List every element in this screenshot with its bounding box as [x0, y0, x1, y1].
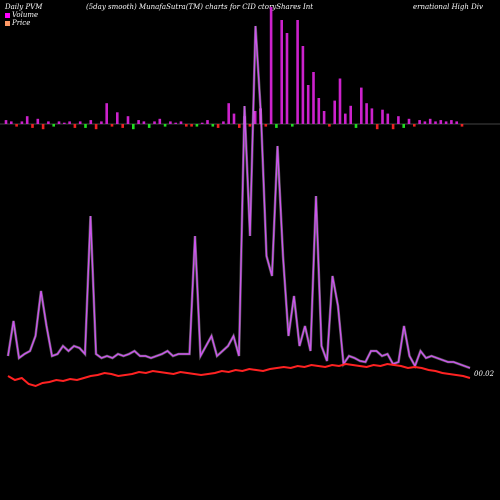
- volume-bar: [434, 121, 437, 124]
- volume-line-glow: [6, 25, 471, 370]
- legend-volume: Volume: [5, 11, 38, 19]
- price-value-label: 00.02: [474, 370, 495, 378]
- volume-bar: [52, 124, 55, 127]
- volume-bar: [147, 124, 151, 128]
- volume-bar: [68, 121, 71, 124]
- volume-bar: [174, 122, 177, 124]
- volume-bar: [312, 72, 315, 124]
- volume-bar: [137, 120, 140, 124]
- volume-bar: [269, 7, 273, 124]
- volume-bar: [301, 46, 305, 124]
- volume-bar: [73, 124, 77, 128]
- volume-bar: [375, 124, 379, 130]
- legend-price-label: Price: [12, 19, 31, 27]
- volume-bar: [322, 111, 326, 124]
- legend-price: Price: [5, 19, 30, 27]
- volume-bar: [63, 122, 66, 124]
- volume-bar: [397, 116, 400, 124]
- volume-bar: [360, 87, 363, 124]
- volume-bar: [200, 122, 204, 124]
- volume-bar: [306, 85, 310, 124]
- volume-bar: [413, 124, 416, 127]
- volume-bar: [158, 118, 162, 124]
- volume-bar: [407, 118, 411, 124]
- volume-bar: [238, 124, 241, 128]
- volume-bar: [402, 124, 405, 128]
- volume-bar: [89, 120, 93, 124]
- volume-bar: [78, 121, 82, 124]
- volume-bar: [190, 124, 193, 127]
- volume-bar: [153, 121, 156, 124]
- volume-bar: [126, 116, 130, 124]
- volume-bar: [349, 105, 352, 124]
- volume-bar: [227, 103, 230, 124]
- volume-bar: [439, 120, 443, 124]
- price-swatch-icon: [5, 20, 10, 26]
- volume-bar: [36, 118, 40, 124]
- legend-volume-label: Volume: [12, 11, 39, 19]
- volume-bar: [317, 98, 321, 124]
- volume-bar: [455, 121, 458, 124]
- volume-bar: [57, 121, 61, 124]
- volume-bar: [248, 124, 252, 127]
- volume-bar: [25, 116, 29, 124]
- price-line: [7, 362, 471, 388]
- header-right: ernational High Div: [413, 3, 483, 11]
- volume-bar: [285, 33, 289, 124]
- volume-bar: [142, 121, 146, 124]
- volume-bar: [232, 113, 236, 124]
- header-center: (5day smooth) MunafaSutra(TM) charts for…: [86, 3, 256, 11]
- volume-bar: [163, 124, 167, 127]
- volume-bar: [344, 113, 347, 124]
- volume-bar: [84, 124, 87, 128]
- volume-bar: [275, 124, 278, 128]
- volume-bar: [206, 120, 209, 124]
- volume-bar: [121, 124, 124, 128]
- volume-bar: [169, 121, 172, 124]
- volume-bar: [222, 121, 225, 124]
- volume-bar: [328, 124, 331, 127]
- volume-bar: [110, 124, 114, 127]
- volume-bar: [338, 78, 342, 124]
- volume-bar: [185, 124, 188, 127]
- volume-bar: [47, 121, 50, 124]
- volume-bar: [179, 121, 183, 124]
- volume-bar: [444, 121, 448, 124]
- volume-bar: [105, 103, 108, 124]
- volume-bar: [211, 124, 215, 127]
- volume-bar: [291, 124, 294, 127]
- volume-bar: [41, 124, 45, 130]
- volume-bar: [216, 124, 220, 128]
- volume-bar: [450, 120, 453, 124]
- volume-bar: [428, 118, 432, 124]
- volume-bar: [381, 109, 384, 124]
- volume-bar: [253, 111, 257, 124]
- header-mid: ctoryShares Int: [258, 3, 314, 11]
- volume-bar: [15, 124, 18, 127]
- volume-bar: [280, 20, 283, 124]
- volume-swatch-icon: [5, 12, 10, 18]
- volume-bar: [354, 124, 358, 128]
- volume-bar: [10, 121, 13, 124]
- volume-bar: [195, 124, 199, 127]
- volume-bar: [460, 124, 464, 127]
- volume-bar: [116, 112, 119, 124]
- volume-bar: [264, 124, 268, 127]
- volume-bar: [94, 124, 98, 130]
- volume-bar: [370, 108, 374, 124]
- volume-bar: [418, 120, 421, 124]
- header-left: Daily PVM: [5, 3, 43, 11]
- volume-bar: [365, 103, 368, 124]
- volume-bar: [386, 113, 390, 124]
- volume-bar: [296, 20, 299, 124]
- volume-bar: [20, 121, 24, 124]
- volume-bar: [423, 121, 427, 124]
- volume-bar: [333, 100, 336, 124]
- volume-bar: [31, 124, 34, 128]
- volume-bar: [132, 124, 135, 130]
- volume-bar: [4, 120, 8, 124]
- volume-bar: [391, 124, 395, 130]
- volume-bar: [100, 121, 103, 124]
